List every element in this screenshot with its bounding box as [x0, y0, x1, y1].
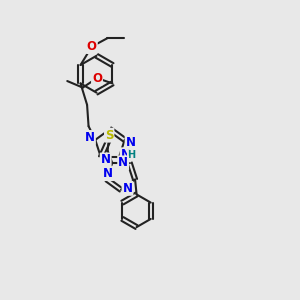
- Text: O: O: [92, 72, 102, 85]
- Text: O: O: [87, 40, 97, 53]
- Text: N: N: [121, 148, 130, 161]
- Text: S: S: [105, 129, 113, 142]
- Text: N: N: [85, 131, 95, 144]
- Text: N: N: [101, 154, 111, 166]
- Text: N: N: [126, 136, 136, 149]
- Text: N: N: [118, 156, 128, 170]
- Text: N: N: [122, 182, 133, 195]
- Text: H: H: [128, 150, 136, 160]
- Text: N: N: [103, 167, 113, 180]
